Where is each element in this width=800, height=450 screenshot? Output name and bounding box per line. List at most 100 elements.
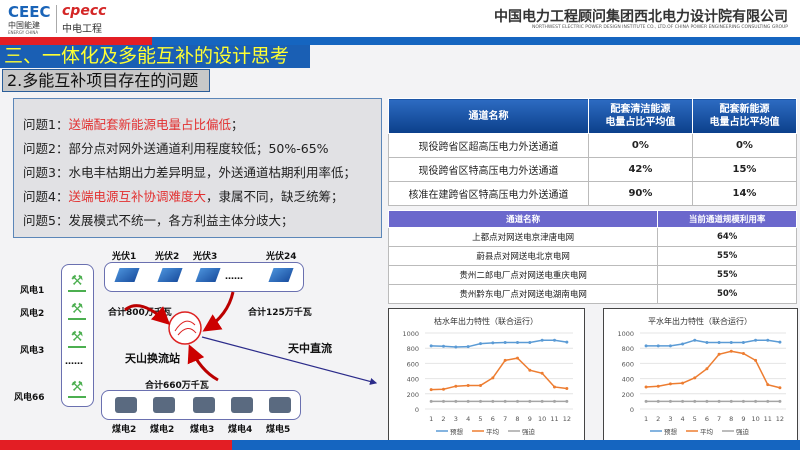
- table-cell: 50%: [657, 284, 797, 304]
- data-point: [693, 338, 697, 342]
- data-point: [644, 399, 648, 403]
- table-cell: 0%: [691, 133, 798, 158]
- wind-group: [61, 264, 94, 407]
- pv-label: 光伏1: [112, 252, 137, 262]
- problem-item: 问题4：送端电源互补协调难度大，隶属不同，缺乏统筹；: [23, 185, 381, 209]
- legend-label: 强迫: [736, 427, 750, 436]
- data-point: [766, 399, 770, 403]
- data-point: [553, 385, 556, 389]
- chart-normal-year: 平水年出力特性（联合运行） 0 200 400 600 800 1000 1 2 3 4 5 6 7 8 9 1…: [603, 308, 798, 442]
- table-cell: 贵州黔东电厂点对网送电湖南电网: [387, 284, 659, 304]
- data-point: [540, 399, 544, 403]
- y-tick-label: 200: [622, 391, 634, 399]
- table-row: 现役跨省区特高压电力外送通道 42% 15%: [388, 157, 798, 182]
- x-tick-label: 6: [491, 415, 495, 423]
- x-tick-label: 12: [776, 415, 784, 423]
- data-point: [553, 399, 556, 403]
- data-point: [693, 399, 697, 403]
- logo-divider: [56, 5, 57, 33]
- wind-total: 合计800万千瓦: [108, 308, 172, 318]
- footer-band-red: [0, 440, 232, 450]
- coal-label: 煤电3: [190, 425, 215, 435]
- problem-text: 水电丰枯期出力差异明显，外送通道枯期利用率低；: [68, 165, 356, 180]
- problem-text: 部分点对网外送通道利用程度较低；50%-65%: [68, 141, 329, 156]
- company-name: 中国电力工程顾问集团西北电力设计院有限公司: [494, 9, 788, 25]
- x-tick-label: 5: [478, 415, 482, 423]
- data-point: [754, 358, 758, 362]
- x-tick-label: 7: [503, 415, 507, 423]
- y-tick-label: 800: [622, 345, 634, 353]
- problem-text: ，隶属不同，缺乏统筹；: [205, 189, 344, 204]
- data-point: [766, 383, 770, 387]
- y-tick-label: 800: [407, 345, 419, 353]
- data-point: [540, 338, 544, 342]
- y-tick-label: 1000: [617, 330, 634, 338]
- pv-label: 光伏3: [193, 252, 218, 262]
- channel-utilization-table: 通道名称 当前通道规模利用率 上都点对网送电京津唐电网 64% 蔚县点对网送电北京电网 5…: [387, 210, 797, 304]
- problem-label: 问题4：: [23, 189, 69, 204]
- data-point: [778, 399, 782, 403]
- x-tick-label: 10: [538, 415, 546, 423]
- data-point: [516, 399, 519, 403]
- data-point: [503, 399, 507, 403]
- table-cell: 核准在建跨省区特高压电力外送通道: [388, 181, 589, 206]
- wind-turbine-icon: ⚒: [68, 378, 86, 398]
- column-header: 配套新能源 电量占比平均值: [691, 98, 798, 134]
- coal-label: 煤电2: [150, 425, 175, 435]
- energy-china-logo-cn: 中国能建: [8, 21, 40, 30]
- data-point: [705, 399, 709, 403]
- data-point: [528, 368, 532, 372]
- data-point: [668, 382, 672, 386]
- x-tick-label: 3: [668, 415, 672, 423]
- x-tick-label: 11: [550, 415, 558, 423]
- header-band: [0, 37, 800, 45]
- data-point: [681, 342, 685, 346]
- x-tick-label: 8: [515, 415, 519, 423]
- pv-total: 合计125万千瓦: [248, 308, 312, 318]
- wind-ellipsis: ……: [65, 357, 83, 367]
- x-tick-label: 4: [681, 415, 685, 423]
- data-point: [429, 388, 433, 392]
- data-point: [681, 399, 685, 403]
- data-point: [717, 341, 721, 344]
- table-cell: 现役跨省区特高压电力外送通道: [388, 157, 589, 182]
- chart-dry-year: 枯水年出力特性（联合运行） 0 200 400 600 800 1000 1 2 3 4 5 6 7 8 9 1…: [388, 308, 585, 442]
- data-point: [565, 399, 569, 403]
- x-tick-label: 5: [693, 415, 697, 423]
- y-tick-label: 600: [407, 360, 419, 368]
- data-point: [741, 352, 745, 356]
- table-cell: 90%: [587, 181, 693, 206]
- company-name-en: NORTHWEST ELECTRIC POWER DESIGN INSTITUT…: [532, 25, 788, 30]
- problem-label: 问题2：: [23, 141, 69, 156]
- coal-total: 合计660万千瓦: [145, 381, 209, 391]
- data-point: [693, 376, 697, 380]
- table-cell: 现役跨省区超高压电力外送通道: [388, 133, 589, 158]
- data-point: [479, 399, 482, 403]
- series-line-预想: [646, 339, 781, 347]
- energy-china-logo-en: ENERGY CHINA: [8, 30, 39, 35]
- wind-label: 风电1: [20, 286, 45, 296]
- header-band-red: [0, 37, 152, 45]
- data-point: [540, 371, 544, 375]
- series-line-平均: [431, 357, 567, 391]
- legend-label: 预想: [664, 427, 678, 436]
- table-cell: 42%: [587, 157, 693, 182]
- table-cell: 上都点对网送电京津唐电网: [387, 227, 659, 247]
- y-tick-label: 1000: [402, 330, 419, 338]
- column-header: 通道名称: [388, 98, 589, 134]
- chart-title: 枯水年出力特性（联合运行）: [434, 316, 538, 326]
- pv-label: 光伏24: [266, 252, 297, 262]
- table-cell: 14%: [691, 181, 798, 206]
- coal-label: 煤电2: [112, 425, 137, 435]
- table-row: 现役跨省区超高压电力外送通道 0% 0%: [388, 133, 798, 158]
- y-tick-label: 600: [622, 360, 634, 368]
- table-cell: 15%: [691, 157, 798, 182]
- data-point: [466, 399, 470, 403]
- data-point: [656, 384, 660, 388]
- pv-ellipsis: ……: [225, 272, 243, 282]
- data-point: [565, 340, 569, 344]
- wind-arrow: [124, 304, 171, 326]
- data-point: [491, 341, 495, 345]
- problem-item: 问题3：水电丰枯期出力差异明显，外送通道枯期利用率低；: [23, 161, 381, 185]
- data-point: [491, 399, 495, 403]
